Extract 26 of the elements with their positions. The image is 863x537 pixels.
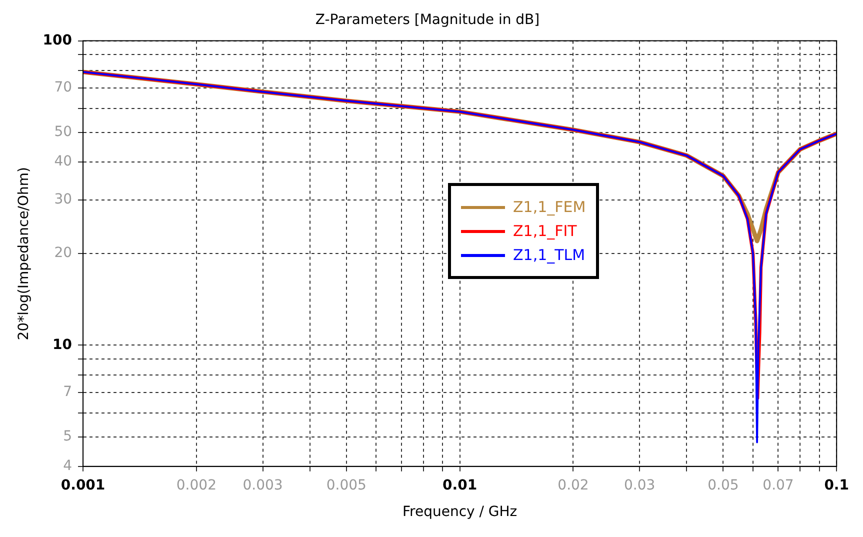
x-tick-label: 0.03 <box>624 477 656 494</box>
y-tick-label: 4 <box>63 458 72 474</box>
x-tick-label: 0.07 <box>762 477 794 494</box>
legend-label: Z1,1_FIT <box>513 222 577 240</box>
y-tick-label: 30 <box>54 192 72 208</box>
legend-label: Z1,1_FEM <box>513 198 586 216</box>
x-tick-label: 0.003 <box>242 477 283 494</box>
y-tick-label: 10 <box>52 336 72 353</box>
y-axis-title: 20*log(Impedance/Ohm) <box>16 166 32 340</box>
y-tick-label: 70 <box>54 80 72 96</box>
y-tick-label: 20 <box>54 245 72 262</box>
x-axis-title: Frequency / GHz <box>402 504 518 520</box>
x-tick-label: 0.02 <box>558 477 589 494</box>
x-tick-label: 0.1 <box>824 477 850 494</box>
legend-label: Z1,1_TLM <box>513 246 586 264</box>
x-tick-label: 0.002 <box>176 477 216 494</box>
y-tick-label: 40 <box>54 154 72 170</box>
x-tick-label: 0.005 <box>326 477 366 494</box>
y-tick-label: 50 <box>54 124 72 140</box>
x-tick-label: 0.001 <box>60 477 106 494</box>
chart-title: Z-Parameters [Magnitude in dB] <box>315 12 540 28</box>
y-tick-label: 7 <box>63 384 72 400</box>
y-tick-label: 5 <box>63 428 72 445</box>
x-tick-label: 0.01 <box>442 477 478 494</box>
y-tick-label: 100 <box>42 32 72 48</box>
x-tick-label: 0.05 <box>708 477 739 494</box>
